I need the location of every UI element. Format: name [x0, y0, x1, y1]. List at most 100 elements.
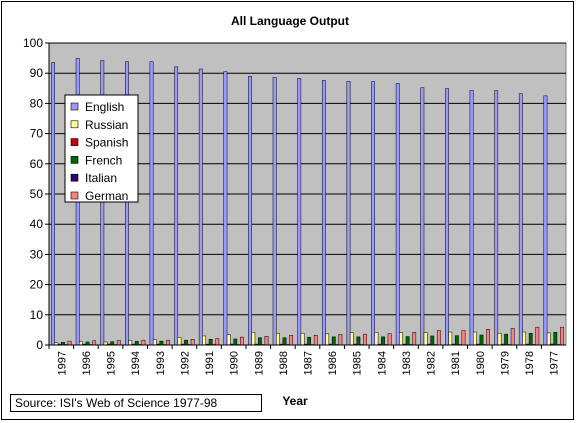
x-tick-label: 1987	[303, 351, 315, 375]
bar-english-1991	[198, 68, 203, 346]
bar-russian-1979	[497, 332, 502, 346]
bar-french-1994	[134, 341, 139, 346]
bar-french-1985	[356, 336, 361, 346]
bar-french-1982	[430, 335, 435, 346]
x-tick-label: 1982	[426, 351, 438, 375]
x-tick-label: 1992	[179, 351, 191, 375]
x-tick-label: 1980	[475, 351, 487, 375]
x-tick-label: 1981	[450, 351, 462, 375]
bar-russian-1981	[448, 331, 453, 346]
y-tick-label: 10	[30, 308, 44, 322]
bar-russian-1980	[472, 331, 477, 346]
x-tick-label: 1983	[401, 351, 413, 375]
bar-english-1977	[543, 95, 548, 346]
y-tick-label: 80	[30, 96, 44, 110]
bar-german-1981	[461, 330, 466, 346]
legend-label-italian: Italian	[85, 171, 117, 185]
bar-russian-1991	[202, 335, 206, 346]
bar-german-1990	[239, 336, 244, 346]
bar-german-1977	[560, 326, 564, 346]
legend-box	[64, 94, 139, 203]
bar-russian-1989	[251, 332, 256, 346]
bar-french-1992	[184, 339, 188, 346]
bar-german-1988	[289, 335, 294, 346]
legend-swatch-russian	[70, 120, 79, 129]
bar-english-1987	[297, 78, 302, 346]
x-tick-label: 1979	[499, 351, 511, 375]
y-tick-label: 60	[30, 157, 44, 171]
bar-german-1985	[363, 333, 367, 346]
bar-german-1995	[116, 340, 121, 346]
bar-english-1988	[272, 77, 277, 346]
y-tick-label: 50	[30, 187, 44, 201]
bar-french-1978	[528, 332, 533, 346]
bar-german-1986	[338, 334, 343, 346]
bar-french-1980	[479, 334, 484, 346]
x-tick-label: 1984	[376, 351, 388, 375]
bar-german-1982	[436, 330, 441, 346]
bar-russian-1987	[300, 332, 305, 346]
y-tick-label: 40	[30, 217, 44, 231]
x-tick-label: 1994	[130, 351, 142, 375]
bar-german-1994	[141, 339, 146, 346]
bar-french-1981	[454, 335, 459, 346]
bar-russian-1990	[226, 334, 231, 346]
x-axis-title: Year	[282, 394, 308, 408]
bar-german-1996	[92, 340, 97, 346]
legend-swatch-german	[70, 191, 79, 200]
x-tick-label: 1996	[81, 351, 93, 375]
bar-russian-1993	[152, 339, 157, 346]
x-tick-label: 1977	[549, 351, 561, 375]
x-tick-label: 1978	[524, 351, 536, 375]
legend-swatch-spanish	[70, 138, 79, 146]
bar-german-1984	[387, 333, 392, 346]
bar-german-1993	[166, 339, 170, 346]
y-tick-label: 0	[36, 338, 43, 352]
x-tick-label: 1997	[56, 351, 68, 375]
bar-english-1993	[149, 61, 154, 346]
bar-french-1986	[331, 336, 336, 346]
bar-french-1988	[282, 337, 287, 346]
bar-french-1984	[381, 336, 385, 346]
y-tick-label: 100	[23, 36, 43, 50]
bar-english-1980	[469, 90, 474, 346]
x-tick-label: 1988	[278, 351, 290, 375]
x-tick-label: 1989	[253, 351, 265, 375]
bar-russian-1978	[522, 331, 527, 346]
bar-german-1978	[535, 326, 540, 346]
legend-label-english: English	[85, 100, 124, 114]
bar-german-1989	[264, 335, 269, 346]
bar-french-1979	[504, 333, 509, 346]
bar-german-1980	[486, 329, 490, 346]
bar-german-1983	[412, 332, 417, 346]
bar-german-1991	[215, 338, 220, 346]
bar-english-1979	[494, 90, 499, 346]
legend-swatch-italian	[70, 173, 79, 182]
x-tick-label: 1986	[327, 351, 339, 375]
chart-title: All Language Output	[231, 14, 349, 28]
bar-english-1984	[371, 81, 376, 346]
bar-english-1982	[420, 87, 425, 346]
bar-russian-1983	[399, 332, 403, 346]
bar-french-1989	[258, 337, 262, 346]
bar-german-1987	[313, 335, 318, 346]
bar-english-1990	[223, 71, 228, 346]
legend-label-german: German	[85, 189, 128, 203]
y-tick-label: 20	[30, 278, 44, 292]
bar-french-1977	[553, 332, 558, 346]
bar-french-1991	[208, 339, 213, 346]
bar-english-1978	[518, 93, 523, 346]
legend-swatch-french	[70, 156, 79, 164]
bar-english-1997	[51, 62, 55, 346]
legend-label-french: French	[85, 153, 122, 167]
bar-russian-1984	[374, 332, 379, 346]
legend-label-spanish: Spanish	[85, 136, 128, 150]
x-tick-label: 1995	[106, 351, 118, 375]
bar-french-1990	[233, 338, 238, 346]
x-tick-label: 1990	[229, 351, 241, 375]
bar-russian-1986	[325, 333, 330, 346]
bar-english-1989	[248, 75, 252, 346]
bar-english-1983	[395, 83, 400, 346]
bar-russian-1982	[423, 332, 428, 346]
bar-french-1983	[405, 336, 410, 346]
